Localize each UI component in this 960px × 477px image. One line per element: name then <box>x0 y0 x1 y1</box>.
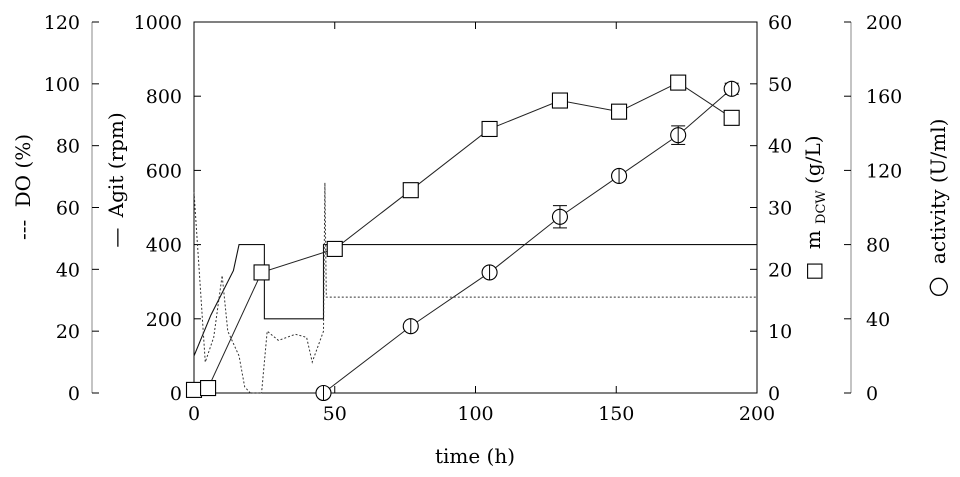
activity-axis-title: ○ activity (U/ml) <box>923 119 951 298</box>
mdcw-square-marker <box>185 381 203 398</box>
agit-series-line <box>193 244 757 357</box>
do-tick-label: 20 <box>56 321 80 343</box>
mdcw-tick-label: 0 <box>768 383 780 405</box>
activity-axis-legend-symbol: ○ <box>923 276 951 297</box>
activity-tick-label: 0 <box>866 383 878 405</box>
agit-tick-label: 800 <box>146 86 182 108</box>
do-axis-title: --- DO (%) <box>11 134 35 240</box>
mdcw-tick-label: 30 <box>768 198 792 220</box>
mdcw-square-marker <box>723 109 740 126</box>
mdcw-axis-label-main: m <box>801 230 825 249</box>
do-axis-legend-symbol: --- <box>11 220 35 240</box>
x-axis-title: time (h) <box>435 444 515 468</box>
mdcw-axis-legend-symbol: □ <box>801 262 825 281</box>
agit-tick-label: 400 <box>146 235 182 257</box>
mdcw-square-marker <box>326 240 343 257</box>
mdcw-square-marker <box>253 264 270 281</box>
mdcw-tick-label: 10 <box>768 321 792 343</box>
activity-tick-label: 80 <box>866 235 890 257</box>
mdcw-axis-label-unit: (g/L) <box>801 135 825 183</box>
activity-tick-label: 120 <box>866 160 902 182</box>
do-tick-label: 80 <box>56 136 80 158</box>
do-tick-label: 40 <box>56 259 80 281</box>
agit-axis-label: Agit (rpm) <box>104 112 128 218</box>
mdcw-square-marker <box>670 74 687 91</box>
mdcw-square-marker <box>200 380 217 397</box>
do-tick-label: 60 <box>56 198 80 220</box>
x-tick-label: 50 <box>323 403 347 425</box>
do-series-line <box>193 182 757 394</box>
x-tick-label: 200 <box>739 403 775 425</box>
mdcw-tick-label: 20 <box>768 259 792 281</box>
mdcw-tick-label: 60 <box>768 12 792 34</box>
x-tick-label: 100 <box>457 403 493 425</box>
agit-tick-label: 0 <box>170 383 182 405</box>
marker-layer <box>185 74 740 402</box>
activity-tick-label: 160 <box>866 86 902 108</box>
x-tick-label: 0 <box>188 403 200 425</box>
do-tick-label: 100 <box>44 74 80 96</box>
x-tick-label: 150 <box>598 403 634 425</box>
do-axis-label: DO (%) <box>11 134 35 207</box>
agit-axis-title: — Agit (rpm) <box>104 112 128 247</box>
do-tick-label: 120 <box>44 12 80 34</box>
mdcw-square-marker <box>402 182 419 199</box>
activity-axis-label: activity (U/ml) <box>926 119 950 265</box>
series-layer <box>193 82 757 394</box>
axes-layer: 0 50 100 150 2000204060801001200200400600800… <box>44 12 903 425</box>
mdcw-square-marker <box>551 92 569 109</box>
agit-tick-label: 600 <box>146 160 182 182</box>
activity-tick-label: 200 <box>866 12 902 34</box>
do-tick-label: 0 <box>68 383 80 405</box>
agit-tick-label: 200 <box>146 309 182 331</box>
mdcw-square-marker <box>611 103 628 120</box>
activity-tick-label: 40 <box>866 309 890 331</box>
mdcw-axis-label-sub: DCW <box>814 190 829 224</box>
mdcw-axis-title: □ m DCW (g/L) <box>801 135 830 280</box>
mdcw-series-line <box>193 82 732 391</box>
agit-axis-legend-symbol: — <box>104 228 128 248</box>
title-layer: time (h) --- DO (%) — Agit (rpm) □ m DCW… <box>11 112 951 468</box>
agit-tick-label: 1000 <box>134 12 182 34</box>
mdcw-square-marker <box>481 120 498 138</box>
mdcw-tick-label: 40 <box>768 136 792 158</box>
mdcw-tick-label: 50 <box>768 74 792 96</box>
